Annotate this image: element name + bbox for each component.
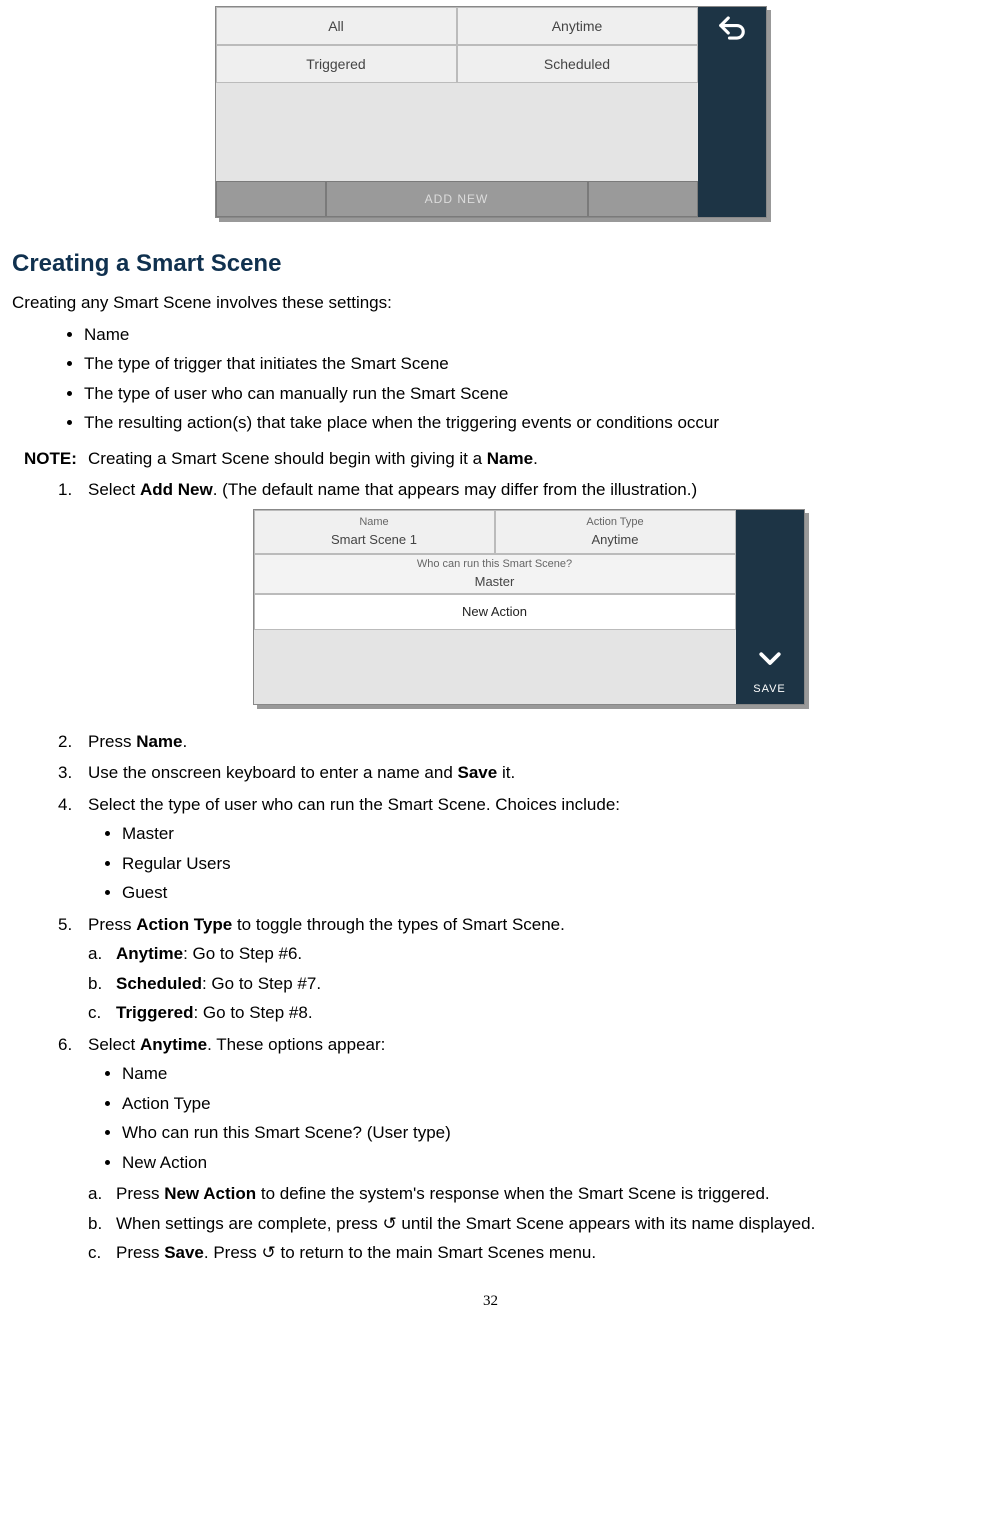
bottom-segment-left (216, 181, 326, 217)
page-number: 32 (12, 1290, 969, 1313)
step-5a: Anytime: Go to Step #6. (88, 941, 969, 967)
action-type-label: Action Type (586, 514, 643, 531)
intro-bullet-list: Name The type of trigger that initiates … (84, 322, 969, 436)
step-6a: Press New Action to define the system's … (88, 1181, 969, 1207)
who-can-run-cell[interactable]: Who can run this Smart Scene? Master (254, 554, 736, 594)
step6-bullet: Who can run this Smart Scene? (User type… (122, 1120, 969, 1146)
name-cell[interactable]: Name Smart Scene 1 (254, 510, 495, 554)
step-6c: Press Save. Press ↺ to return to the mai… (88, 1240, 969, 1266)
save-label: SAVE (753, 681, 786, 698)
save-button[interactable]: SAVE (736, 510, 804, 704)
filter-scheduled[interactable]: Scheduled (457, 45, 698, 83)
step-5c: Triggered: Go to Step #8. (88, 1000, 969, 1026)
who-value: Master (475, 572, 515, 592)
step-2: Press Name. (24, 729, 969, 755)
filter-triggered[interactable]: Triggered (216, 45, 457, 83)
chevron-down-icon (755, 643, 785, 679)
step-1: Select Add New. (The default name that a… (24, 477, 969, 719)
section-heading: Creating a Smart Scene (12, 246, 969, 282)
name-cell-value: Smart Scene 1 (331, 530, 417, 550)
bottom-segment-right (588, 181, 698, 217)
name-cell-label: Name (359, 514, 388, 531)
step4-bullet: Guest (122, 880, 969, 906)
intro-bullet: The type of user who can manually run th… (84, 381, 969, 407)
step6-bullet: Name (122, 1061, 969, 1087)
step4-bullet: Regular Users (122, 851, 969, 877)
step-5b: Scheduled: Go to Step #7. (88, 971, 969, 997)
note-text: Creating a Smart Scene should begin with… (88, 446, 969, 472)
step6-bullet: New Action (122, 1150, 969, 1176)
note-label: NOTE (24, 449, 71, 468)
intro-text: Creating any Smart Scene involves these … (12, 290, 969, 316)
back-button[interactable] (698, 7, 766, 217)
action-type-cell[interactable]: Action Type Anytime (495, 510, 736, 554)
filter-anytime[interactable]: Anytime (457, 7, 698, 45)
note-row: NOTE: Creating a Smart Scene should begi… (24, 446, 969, 472)
who-label: Who can run this Smart Scene? (417, 556, 572, 573)
intro-bullet: The type of trigger that initiates the S… (84, 351, 969, 377)
step4-bullet: Master (122, 821, 969, 847)
back-arrow-icon (717, 13, 747, 49)
step-4: Select the type of user who can run the … (24, 792, 969, 906)
intro-bullet: The resulting action(s) that take place … (84, 410, 969, 436)
step6-bullet: Action Type (122, 1091, 969, 1117)
action-type-value: Anytime (592, 530, 639, 550)
device-screenshot-1: All Anytime Triggered Scheduled ADD NEW (215, 6, 767, 218)
step-5: Press Action Type to toggle through the … (24, 912, 969, 1026)
intro-bullet: Name (84, 322, 969, 348)
step-3: Use the onscreen keyboard to enter a nam… (24, 760, 969, 786)
step-6: Select Anytime. These options appear: Na… (24, 1032, 969, 1266)
step-6b: When settings are complete, press ↺ unti… (88, 1211, 969, 1237)
filter-all[interactable]: All (216, 7, 457, 45)
new-action-row[interactable]: New Action (254, 594, 736, 630)
device-screenshot-2: Name Smart Scene 1 Action Type Anytime W… (253, 509, 805, 705)
add-new-button[interactable]: ADD NEW (326, 181, 588, 217)
